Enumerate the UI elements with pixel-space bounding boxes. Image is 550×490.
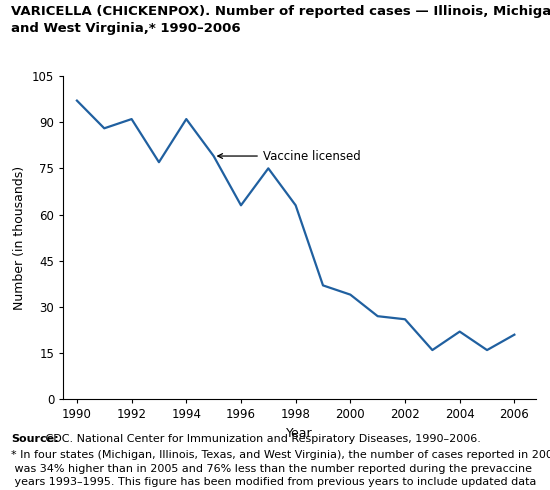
- Text: Source:: Source:: [11, 434, 59, 443]
- Text: years 1993–1995. This figure has been modified from previous years to include up: years 1993–1995. This figure has been mo…: [11, 477, 536, 487]
- Text: and West Virginia,* 1990–2006: and West Virginia,* 1990–2006: [11, 22, 241, 35]
- Text: CDC. National Center for Immunization and Respiratory Diseases, 1990–2006.: CDC. National Center for Immunization an…: [42, 434, 481, 443]
- Text: Vaccine licensed: Vaccine licensed: [218, 149, 361, 163]
- Text: * In four states (Michigan, Illinois, Texas, and West Virginia), the number of c: * In four states (Michigan, Illinois, Te…: [11, 450, 550, 460]
- Y-axis label: Number (in thousands): Number (in thousands): [13, 166, 26, 310]
- Text: VARICELLA (CHICKENPOX). Number of reported cases — Illinois, Michigan, Texas,: VARICELLA (CHICKENPOX). Number of report…: [11, 5, 550, 18]
- Text: was 34% higher than in 2005 and 76% less than the number reported during the pre: was 34% higher than in 2005 and 76% less…: [11, 464, 532, 473]
- X-axis label: Year: Year: [287, 427, 313, 440]
